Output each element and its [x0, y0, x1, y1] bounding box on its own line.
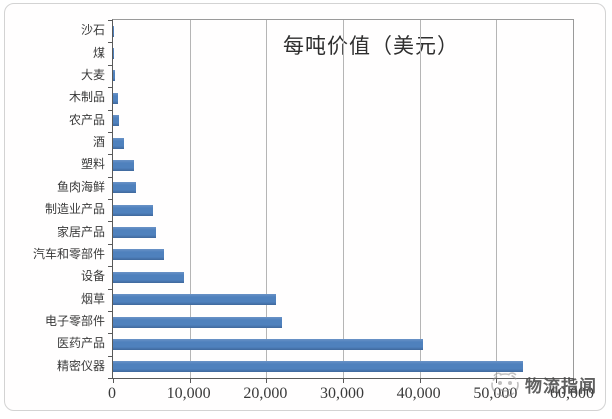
y-axis-tick	[108, 244, 113, 245]
category-label: 鱼肉海鲜	[56, 179, 105, 194]
bar-沙石	[113, 25, 115, 37]
gridline	[496, 20, 498, 378]
y-axis-tick	[108, 356, 113, 357]
gridline	[419, 20, 421, 378]
bar-木制品	[113, 92, 118, 104]
category-label: 制造业产品	[44, 202, 105, 217]
bar-煤	[113, 48, 115, 60]
watermark-logo-icon	[491, 372, 519, 397]
category-label: 塑料	[80, 157, 105, 172]
y-axis-tick	[108, 378, 113, 379]
y-axis-tick	[108, 333, 113, 334]
bar-鱼肉海鲜	[113, 182, 136, 194]
bar-电子零部件	[113, 316, 282, 328]
x-tick-label: 50,000	[473, 385, 518, 402]
x-axis-tick	[573, 378, 574, 383]
category-label: 木制品	[68, 90, 105, 105]
watermark: 物流指闻	[487, 368, 597, 400]
category-label: 精密仪器	[56, 358, 105, 373]
y-axis-tick	[108, 65, 113, 66]
x-axis-tick	[419, 378, 421, 383]
x-axis-tick	[266, 378, 268, 383]
y-axis-tick	[108, 87, 113, 88]
bar-塑料	[113, 159, 134, 171]
category-label: 家居产品	[56, 224, 105, 239]
watermark-text: 物流指闻	[525, 376, 597, 396]
y-axis-tick	[108, 289, 113, 290]
bar-制造业产品	[113, 204, 153, 216]
category-label: 煤	[92, 45, 105, 60]
x-tick-label: 40,000	[396, 385, 441, 402]
bar-农产品	[113, 115, 119, 127]
x-tick-label: 0	[108, 385, 116, 402]
gridline	[189, 20, 191, 378]
y-axis-tick	[108, 177, 113, 178]
x-axis-tick	[113, 378, 114, 383]
y-axis-tick	[108, 132, 113, 133]
bar-烟草	[113, 294, 277, 306]
y-axis-tick	[108, 42, 113, 43]
y-axis-tick	[108, 110, 113, 111]
category-label: 设备	[80, 269, 105, 284]
x-axis-tick	[343, 378, 344, 383]
bar-设备	[113, 271, 185, 283]
x-tick-label: 60,000	[550, 385, 594, 402]
x-axis-tick	[496, 378, 498, 383]
category-label: 大麦	[80, 67, 105, 82]
bar-医药产品	[113, 338, 423, 350]
category-label: 电子零部件	[44, 314, 105, 329]
x-axis-tick	[189, 378, 191, 383]
gridline	[343, 20, 344, 378]
category-label: 汽车和零部件	[32, 246, 105, 261]
x-tick-label: 20,000	[243, 385, 288, 402]
y-axis-tick	[108, 199, 113, 200]
y-axis-tick	[108, 311, 113, 312]
y-axis-tick	[108, 266, 113, 267]
bar-酒	[113, 137, 124, 149]
category-label: 酒	[92, 135, 105, 150]
bar-家居产品	[113, 227, 156, 239]
y-axis-tick	[108, 20, 113, 21]
plot-area	[108, 19, 574, 383]
category-label: 沙石	[80, 23, 105, 38]
chart-title: 每吨价值（美元）	[283, 34, 459, 58]
bar-精密仪器	[113, 361, 524, 373]
bar-汽车和零部件	[113, 249, 165, 261]
bar-大麦	[113, 70, 115, 82]
category-label: 医药产品	[56, 336, 105, 351]
x-tick-label: 30,000	[320, 385, 364, 402]
y-axis-tick	[108, 154, 113, 155]
category-label: 烟草	[80, 291, 105, 306]
category-label: 农产品	[68, 112, 105, 127]
gridline	[266, 20, 268, 378]
y-axis-tick	[108, 221, 113, 222]
x-tick-label: 10,000	[166, 385, 211, 402]
